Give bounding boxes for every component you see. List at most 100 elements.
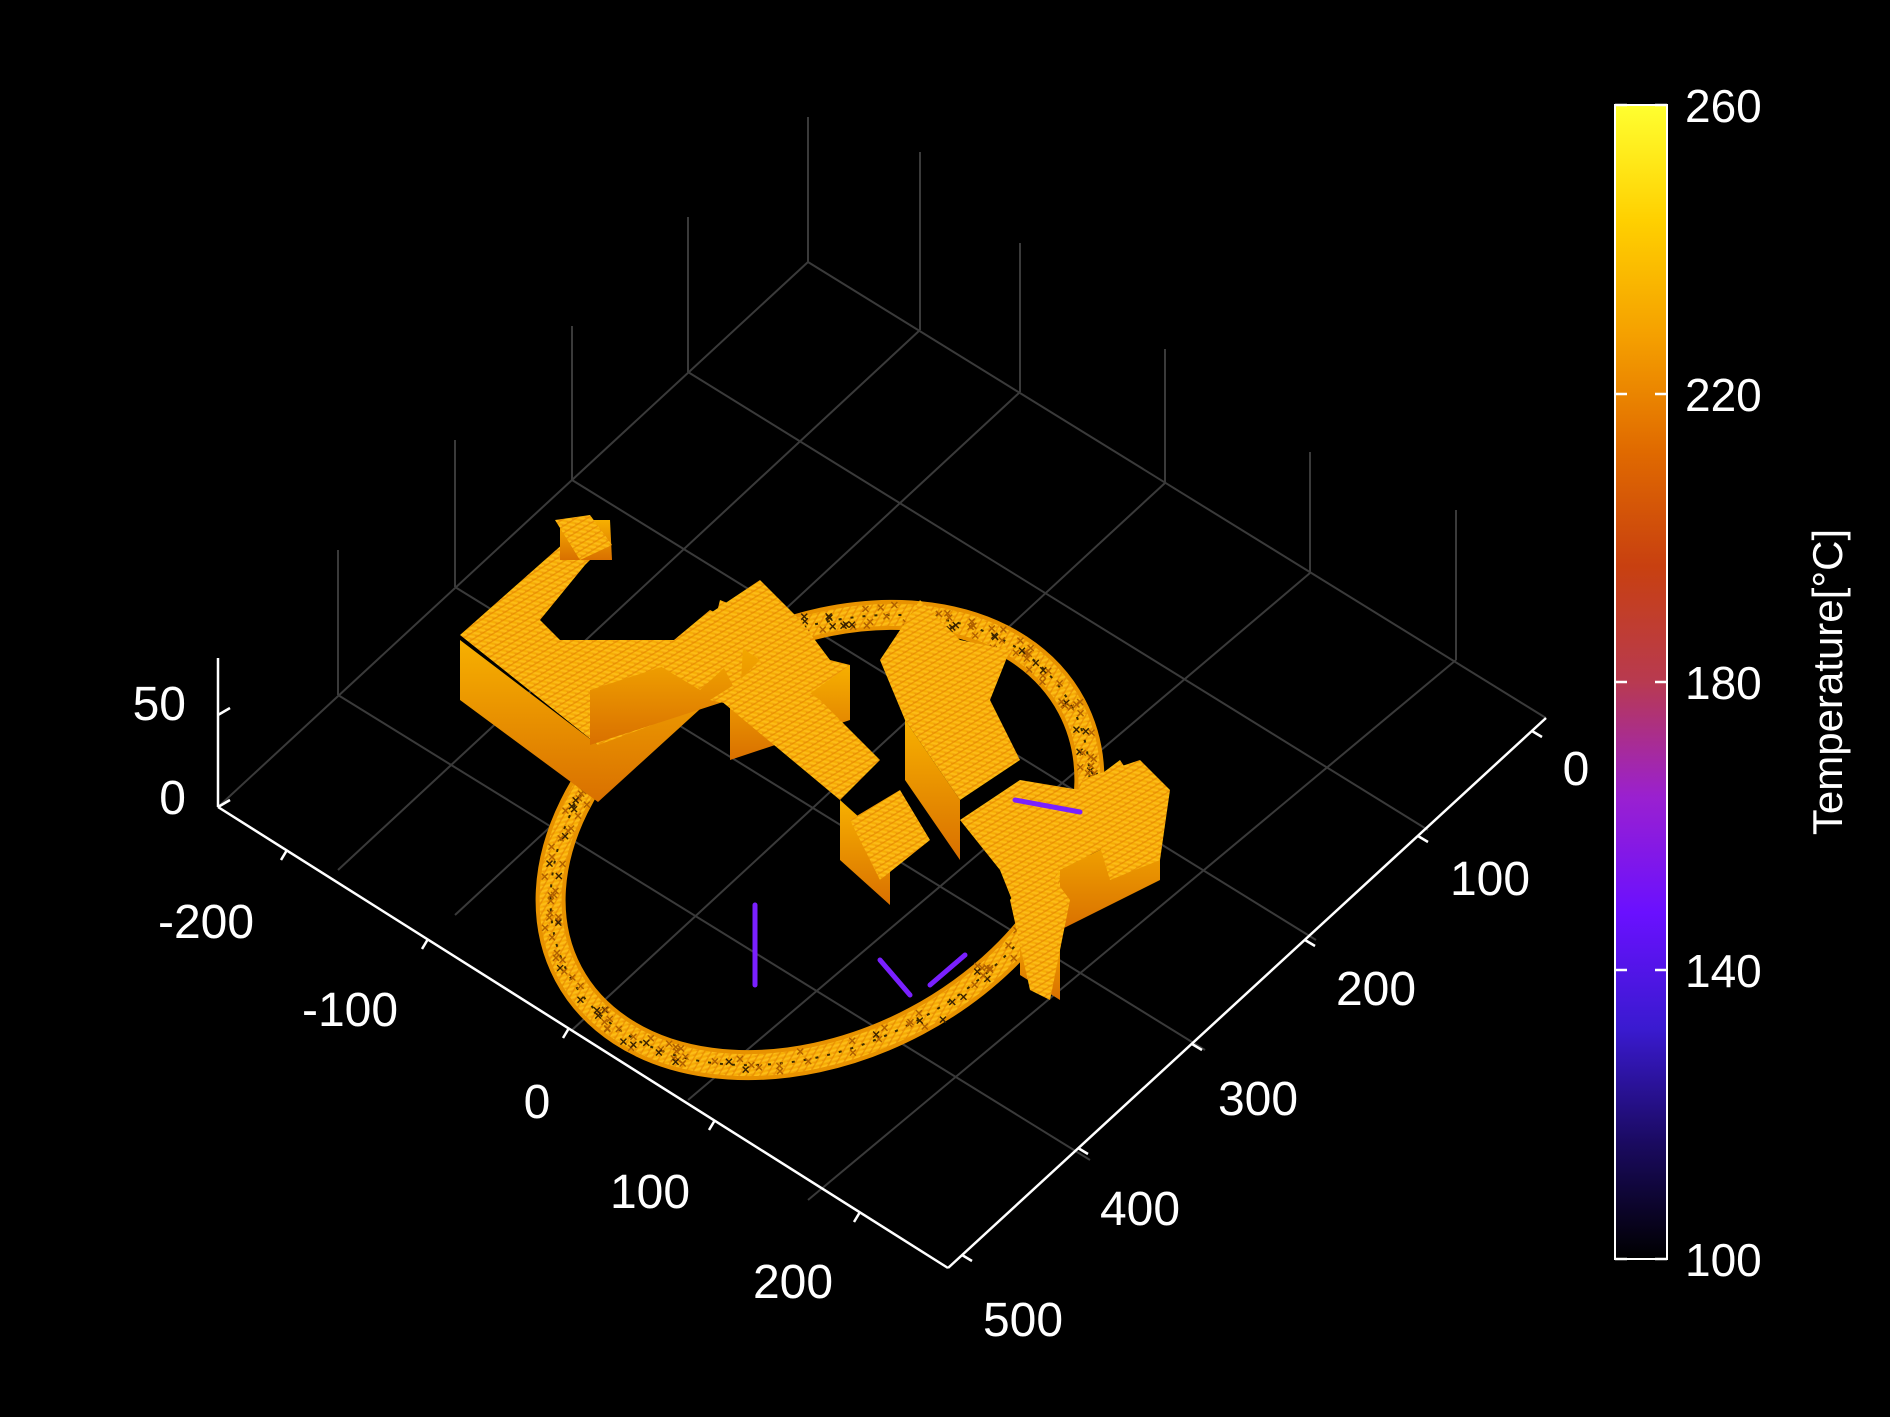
scatter-mark	[553, 949, 561, 957]
scatter-mark	[849, 1049, 857, 1057]
scatter-mark	[547, 897, 555, 905]
scatter-mark	[541, 924, 549, 932]
scatter-mark	[952, 621, 960, 629]
y-ticks	[961, 729, 1543, 1263]
scatter-mark	[572, 796, 580, 804]
scatter-mark	[872, 1031, 880, 1039]
scatter-mark	[776, 1067, 784, 1075]
z-tick-labels: 0 50	[133, 678, 186, 825]
scatter-mark	[945, 614, 953, 622]
scatter-mark	[672, 1047, 680, 1055]
scatter-mark	[665, 1040, 673, 1048]
scatter-mark	[561, 832, 569, 840]
scatter-mark	[711, 1057, 719, 1065]
scatter-mark	[999, 625, 1007, 633]
scatter-mark	[804, 1057, 812, 1065]
scatter-mark	[939, 1016, 947, 1024]
colorbar-tick-label: 100	[1685, 1234, 1762, 1286]
scatter-mark	[642, 1039, 650, 1047]
z-tick-label: 0	[159, 772, 186, 825]
scatter-mark	[1084, 769, 1092, 777]
scatter-mark	[1067, 703, 1075, 711]
scatter-mark	[1025, 666, 1033, 674]
scatter-mark	[1023, 655, 1031, 663]
x-ticks	[279, 849, 862, 1223]
scatter-mark	[1038, 678, 1046, 686]
scatter-mark	[583, 801, 591, 809]
scatter-mark	[973, 968, 981, 976]
scatter-mark	[550, 891, 558, 899]
scatter-mark	[1076, 698, 1084, 706]
scatter-mark	[557, 834, 565, 842]
scatter-mark	[973, 962, 981, 970]
scatter-mark	[1079, 749, 1087, 757]
scatter-mark	[1025, 650, 1033, 658]
scatter-mark	[1039, 672, 1047, 680]
scatter-mark	[848, 621, 856, 629]
y-tick-label: 100	[1450, 853, 1530, 906]
scatter-mark	[670, 1054, 678, 1062]
shape-Z	[700, 580, 930, 905]
scatter-mark	[935, 610, 943, 618]
scatter-mark	[1072, 701, 1080, 709]
scatter-mark	[554, 919, 562, 927]
scatter-mark	[555, 872, 563, 880]
scatter-mark	[863, 622, 871, 630]
scatter-mark	[825, 612, 833, 620]
scatter-mark	[601, 1006, 609, 1014]
plot-shapes	[460, 515, 1170, 1081]
colorbar-tick-labels: 100 140 180 220 260	[1685, 80, 1762, 1286]
scatter-mark	[672, 1058, 680, 1066]
scatter-mark	[875, 1035, 883, 1043]
scatter-mark	[971, 981, 979, 989]
scatter-mark	[1090, 755, 1098, 763]
scatter-mark	[547, 843, 555, 851]
scatter-mark	[576, 996, 584, 1004]
scatter-mark	[755, 1063, 763, 1071]
scatter-mark	[725, 1058, 733, 1066]
scatter-mark	[1018, 647, 1026, 655]
x-tick-label: 0	[524, 1076, 551, 1129]
scatter-mark	[829, 622, 837, 630]
colorbar-tick-label: 260	[1685, 80, 1762, 132]
scatter-mark	[882, 612, 890, 620]
colorbar-tick-label: 140	[1685, 945, 1762, 997]
scatter-mark	[796, 1047, 804, 1055]
scatter-mark	[601, 1018, 609, 1026]
scatter-mark	[1076, 763, 1084, 771]
scatter-mark	[1039, 666, 1047, 674]
y-tick-label: 500	[983, 1294, 1063, 1347]
scatter-mark	[943, 609, 951, 617]
scatter-mark	[971, 632, 979, 640]
scatter-mark	[959, 993, 967, 1001]
scatter-mark	[568, 974, 576, 982]
scatter-mark	[577, 982, 585, 990]
scatter-mark	[998, 636, 1006, 644]
scatter-mark	[986, 966, 994, 974]
scatter-mark	[655, 1049, 663, 1057]
scatter-mark	[548, 933, 556, 941]
scatter-mark	[1010, 954, 1018, 962]
scatter-mark	[842, 621, 850, 629]
scatter-mark	[629, 1041, 637, 1049]
scatter-mark	[575, 794, 583, 802]
y-tick-label: 300	[1218, 1073, 1298, 1126]
scatter-mark	[606, 1015, 614, 1023]
scatter-mark	[679, 1060, 687, 1068]
scatter-mark	[747, 1061, 755, 1069]
scatter-mark	[559, 956, 567, 964]
scatter-mark	[991, 633, 999, 641]
scatter-mark	[916, 1017, 924, 1025]
scatter-mark	[890, 601, 898, 609]
x-tick-label: -100	[302, 984, 398, 1037]
z-tick-label: 50	[133, 678, 186, 731]
scatter-mark	[629, 1033, 637, 1041]
colorbar: 100 140 180 220 260 Temperature[°C]	[1614, 80, 1851, 1286]
scatter-mark	[564, 827, 572, 835]
y-tick-label: 200	[1336, 963, 1416, 1016]
y-tick-label: 400	[1100, 1183, 1180, 1236]
scatter-mark	[677, 1045, 685, 1052]
x-axis-line	[217, 805, 949, 1270]
scatter-mark	[593, 1006, 601, 1014]
scatter-mark	[574, 812, 582, 820]
